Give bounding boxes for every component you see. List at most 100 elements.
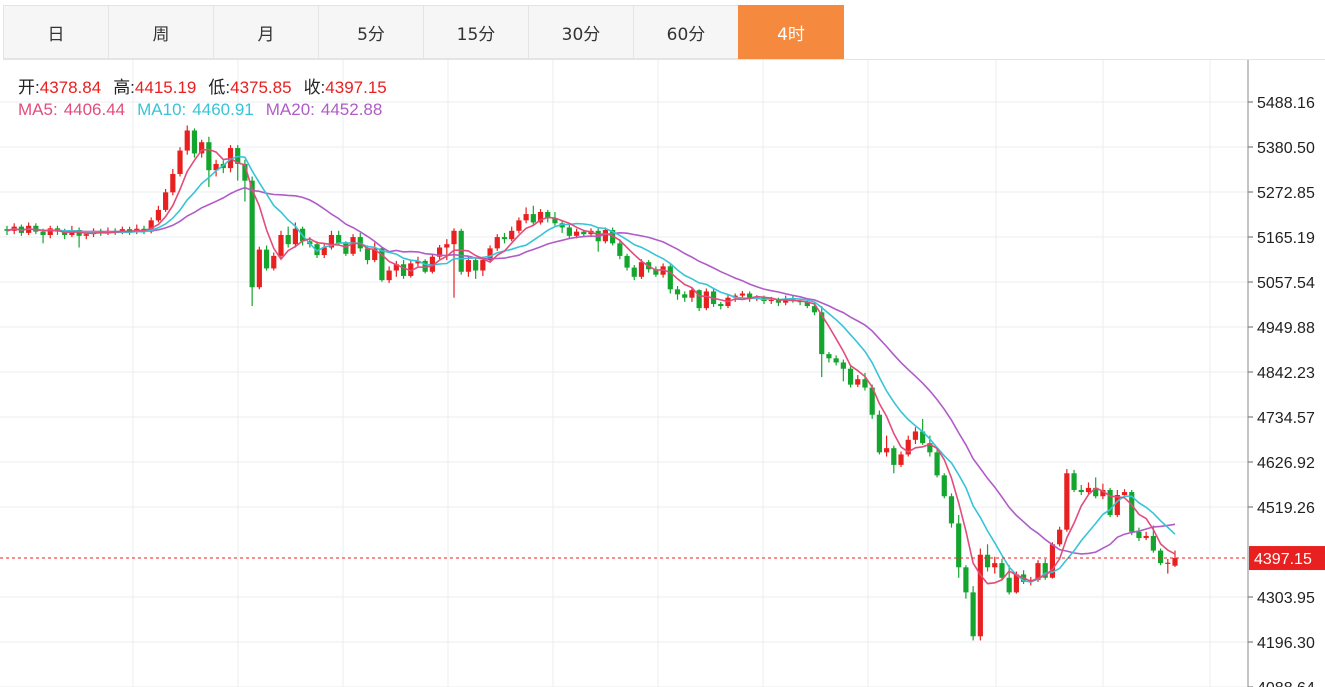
tab-30min[interactable]: 30分 bbox=[528, 5, 633, 59]
candle-body bbox=[1071, 473, 1077, 490]
candle-body bbox=[638, 262, 645, 277]
candle-body bbox=[444, 244, 450, 248]
y-tick-label: 4734.57 bbox=[1257, 410, 1315, 427]
candle-body bbox=[775, 299, 782, 303]
candle-body bbox=[963, 567, 969, 593]
candle-body bbox=[581, 231, 587, 235]
y-tick-label: 4519.26 bbox=[1257, 500, 1315, 517]
candle-body bbox=[386, 270, 392, 281]
tab-week[interactable]: 周 bbox=[108, 5, 213, 59]
candle-body bbox=[408, 263, 414, 276]
candle-body bbox=[256, 249, 262, 288]
tab-4hour[interactable]: 4时 bbox=[738, 5, 844, 59]
candle-body bbox=[1013, 574, 1019, 593]
candle-body bbox=[617, 243, 623, 256]
y-tick-label: 5488.16 bbox=[1257, 95, 1315, 112]
candle-body bbox=[653, 269, 659, 275]
candle-body bbox=[516, 220, 522, 231]
candle-body bbox=[40, 231, 46, 235]
candle-body bbox=[1172, 558, 1178, 566]
candle-body bbox=[869, 387, 875, 415]
open-label: 开: bbox=[18, 78, 40, 97]
candle-body bbox=[927, 443, 933, 453]
candle-body bbox=[400, 264, 407, 276]
y-tick-label: 5380.50 bbox=[1257, 140, 1315, 157]
candle-body bbox=[689, 290, 695, 298]
y-tick-label: 5272.85 bbox=[1257, 185, 1315, 202]
tab-day[interactable]: 日 bbox=[3, 5, 108, 59]
candle-body bbox=[314, 244, 320, 256]
candle-body bbox=[33, 225, 39, 232]
ma20-line bbox=[6, 186, 1176, 555]
candle-body bbox=[509, 230, 515, 240]
candle-body bbox=[977, 554, 983, 637]
candle-body bbox=[948, 496, 955, 524]
ma10-label: MA10: bbox=[137, 100, 187, 119]
candle-body bbox=[350, 237, 356, 254]
candle-body bbox=[667, 266, 673, 290]
candle-body bbox=[1064, 473, 1070, 530]
candle-body bbox=[941, 475, 947, 497]
y-tick-label: 4088.64 bbox=[1257, 680, 1315, 687]
candle-body bbox=[343, 243, 349, 254]
candle-body bbox=[1006, 577, 1012, 593]
tab-60min[interactable]: 60分 bbox=[633, 5, 738, 59]
tab-5min[interactable]: 5分 bbox=[318, 5, 423, 59]
candle-body bbox=[364, 248, 371, 261]
candle-body bbox=[797, 301, 803, 303]
candle-body bbox=[682, 294, 688, 298]
candle-body bbox=[559, 223, 565, 228]
candle-body bbox=[465, 260, 472, 272]
candle-body bbox=[1057, 529, 1063, 545]
candle-body bbox=[530, 214, 536, 223]
candle-body bbox=[862, 379, 868, 388]
candle-body bbox=[473, 260, 479, 271]
y-tick-label: 4626.92 bbox=[1257, 455, 1315, 472]
candle-body bbox=[415, 260, 421, 264]
y-tick-label: 4196.30 bbox=[1257, 635, 1315, 652]
close-label: 收: bbox=[303, 78, 326, 97]
high-value: 4415.19 bbox=[134, 78, 197, 97]
candle-body bbox=[336, 234, 342, 244]
candle-body bbox=[1114, 494, 1120, 516]
candle-body bbox=[905, 439, 911, 455]
candle-body bbox=[1143, 535, 1149, 539]
candle-body bbox=[487, 248, 493, 261]
candle-body bbox=[436, 247, 443, 257]
last-price-tag bbox=[1249, 546, 1325, 571]
tab-month[interactable]: 月 bbox=[213, 5, 318, 59]
tab-15min[interactable]: 15分 bbox=[423, 5, 528, 59]
open-value: 4378.84 bbox=[39, 78, 102, 97]
candle-body bbox=[934, 452, 940, 476]
ma20-value: 4452.88 bbox=[320, 100, 383, 119]
candle-body bbox=[847, 368, 854, 385]
candle-body bbox=[263, 249, 270, 269]
candle-body bbox=[379, 248, 385, 281]
candle-body bbox=[321, 247, 327, 256]
candle-body bbox=[451, 230, 457, 245]
candle-body bbox=[747, 293, 753, 299]
candle-body bbox=[199, 142, 205, 154]
candle-body bbox=[545, 212, 551, 219]
candle-body bbox=[494, 237, 500, 249]
candle-body bbox=[739, 293, 746, 296]
candle-body bbox=[1078, 489, 1084, 493]
candle-body bbox=[1136, 531, 1142, 539]
candle-body bbox=[624, 255, 630, 268]
candle-body bbox=[804, 301, 810, 307]
candle-body bbox=[631, 267, 637, 277]
candle-body bbox=[984, 554, 991, 568]
candlestick-chart[interactable]: 5488.16 5380.50 5272.85 5165.19 5057.54 4949.… bbox=[0, 60, 1325, 687]
candle-body bbox=[696, 290, 702, 309]
y-tick-label: 4949.88 bbox=[1257, 320, 1315, 337]
candle-body bbox=[501, 237, 508, 240]
candle-body bbox=[703, 291, 709, 309]
candle-body bbox=[1121, 492, 1128, 495]
candle-body bbox=[155, 209, 162, 221]
candle-body bbox=[1085, 487, 1092, 493]
y-tick-label: 4303.95 bbox=[1257, 590, 1315, 607]
candle-body bbox=[62, 231, 68, 235]
candle-body bbox=[566, 227, 572, 236]
ma5-value: 4406.44 bbox=[63, 100, 126, 119]
last-price-label: 4397.15 bbox=[1254, 551, 1312, 568]
